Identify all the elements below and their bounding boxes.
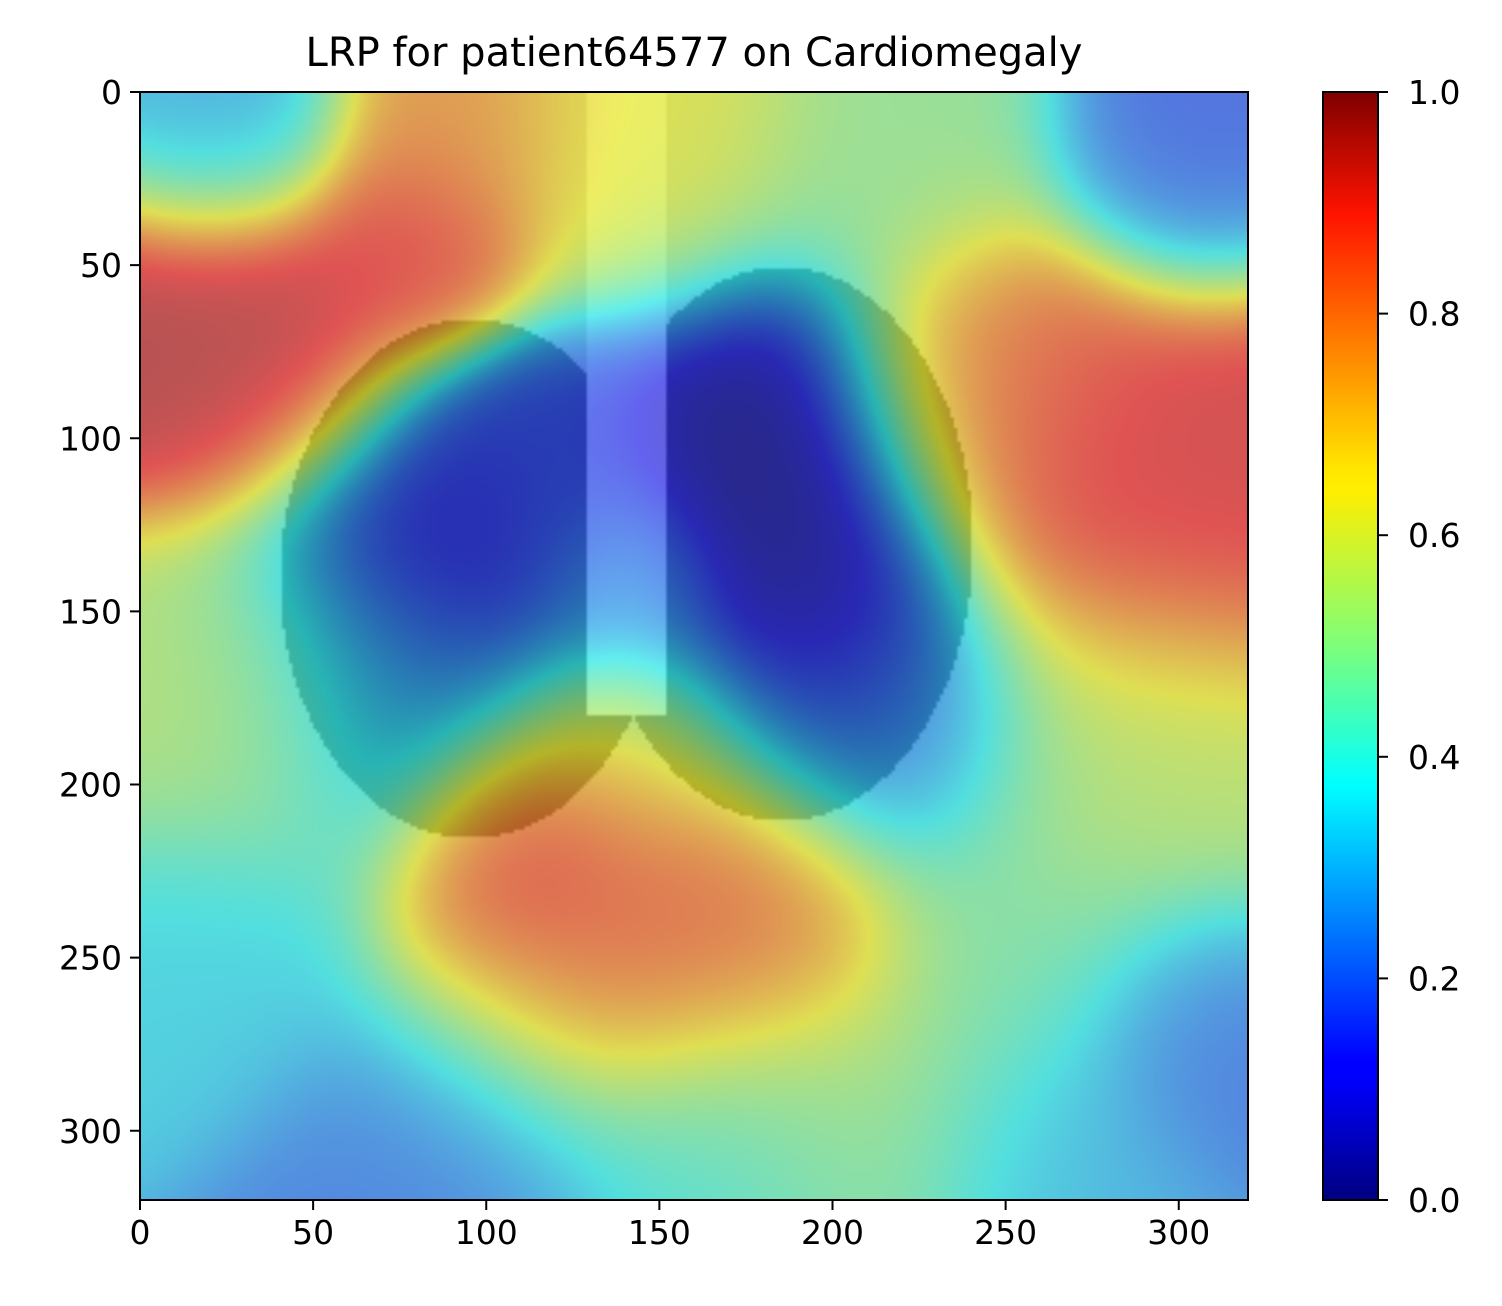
colorbar: 0.0 0.2 0.4 0.6 0.8 1.0 — [1322, 73, 1460, 1220]
x-tick-label: 150 — [628, 1213, 691, 1252]
x-tick-label: 100 — [455, 1213, 518, 1252]
colorbar-tick-label: 0.8 — [1408, 295, 1460, 334]
plot-area — [139, 91, 1249, 1201]
x-tick-label: 250 — [974, 1213, 1037, 1252]
colorbar-tick-label: 0.0 — [1408, 1181, 1460, 1220]
y-tick-label: 250 — [59, 939, 122, 978]
x-axis: 0 50 100 150 200 250 300 — [130, 1200, 1210, 1252]
x-tick-label: 200 — [801, 1213, 864, 1252]
colorbar-tick-label: 0.2 — [1408, 959, 1460, 998]
y-tick-label: 50 — [80, 246, 122, 285]
y-tick-label: 0 — [101, 73, 122, 112]
y-axis: 0 50 100 150 200 250 300 — [59, 73, 140, 1151]
colorbar-tick-label: 0.4 — [1408, 738, 1460, 777]
colorbar-tick-label: 0.6 — [1408, 516, 1460, 555]
colorbar-gradient — [1322, 91, 1379, 1201]
x-tick-label: 300 — [1147, 1213, 1210, 1252]
chart-title: LRP for patient64577 on Cardiomegaly — [306, 30, 1083, 76]
colorbar-tick-label: 1.0 — [1408, 73, 1460, 112]
y-tick-label: 100 — [59, 419, 122, 458]
y-tick-label: 200 — [59, 766, 122, 805]
x-tick-label: 0 — [130, 1213, 151, 1252]
heatmap-image — [140, 92, 1248, 1200]
plot-frame — [139, 91, 1249, 1201]
y-tick-label: 150 — [59, 592, 122, 631]
x-tick-label: 50 — [292, 1213, 334, 1252]
y-tick-label: 300 — [59, 1112, 122, 1151]
colorbar-ticks: 0.0 0.2 0.4 0.6 0.8 1.0 — [1378, 73, 1460, 1220]
